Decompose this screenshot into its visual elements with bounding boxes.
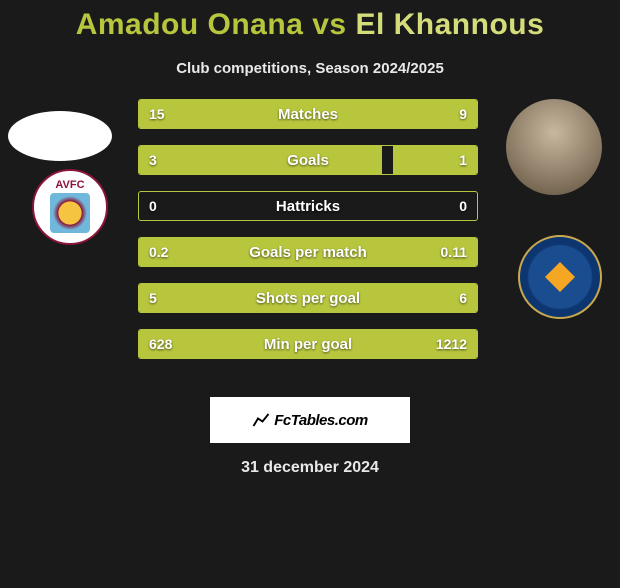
branding-text: FcTables.com — [274, 412, 367, 429]
stat-label: Hattricks — [276, 198, 340, 215]
season-subtitle: Club competitions, Season 2024/2025 — [0, 60, 620, 77]
stat-row: 5 Shots per goal 6 — [138, 283, 478, 313]
stat-label: Goals per match — [249, 244, 367, 261]
date-label: 31 december 2024 — [0, 459, 620, 477]
stat-value-left: 628 — [149, 336, 172, 352]
player2-avatar — [506, 99, 602, 195]
stats-area: 15 Matches 9 3 Goals 1 0 Hattricks 0 0.2 Goals per… — [0, 99, 620, 379]
stat-value-right: 1 — [459, 152, 467, 168]
stat-value-right: 1212 — [436, 336, 467, 352]
stat-row: 0.2 Goals per match 0.11 — [138, 237, 478, 267]
stat-bar-left — [139, 146, 382, 174]
player1-name: Amadou Onana — [76, 8, 304, 41]
stat-value-left: 3 — [149, 152, 157, 168]
stat-value-left: 0 — [149, 198, 157, 214]
comparison-title: Amadou Onana vs El Khannous — [0, 8, 620, 42]
stat-row: 628 Min per goal 1212 — [138, 329, 478, 359]
stat-row: 3 Goals 1 — [138, 145, 478, 175]
stat-value-left: 0.2 — [149, 244, 168, 260]
player1-avatar — [8, 111, 112, 161]
stat-value-right: 6 — [459, 290, 467, 306]
stat-value-left: 15 — [149, 106, 165, 122]
stat-label: Min per goal — [264, 336, 352, 353]
stat-label: Matches — [278, 106, 338, 123]
player2-club-badge — [518, 235, 602, 319]
stat-label: Goals — [287, 152, 329, 169]
player1-club-badge — [32, 169, 108, 245]
stat-row: 15 Matches 9 — [138, 99, 478, 129]
stat-rows-container: 15 Matches 9 3 Goals 1 0 Hattricks 0 0.2 Goals per… — [138, 99, 478, 375]
player2-name: El Khannous — [355, 8, 544, 41]
stat-value-right: 9 — [459, 106, 467, 122]
stat-bar-right — [349, 100, 477, 128]
stat-label: Shots per goal — [256, 290, 360, 307]
stat-value-right: 0 — [459, 198, 467, 214]
stat-value-left: 5 — [149, 290, 157, 306]
stat-value-right: 0.11 — [441, 244, 467, 260]
fctables-logo-icon — [252, 411, 270, 429]
stat-row: 0 Hattricks 0 — [138, 191, 478, 221]
branding-badge: FcTables.com — [210, 397, 410, 443]
vs-label: vs — [312, 8, 346, 41]
